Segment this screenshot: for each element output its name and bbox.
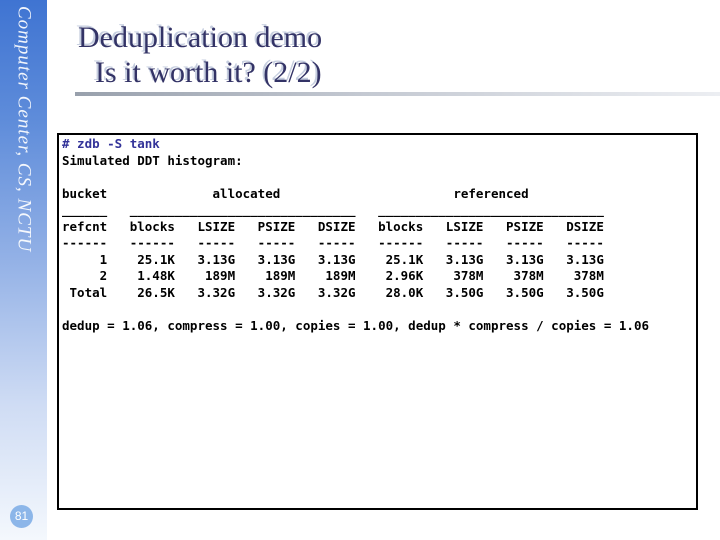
sidebar-vertical-text: Computer Center, CS, NCTU (13, 6, 35, 253)
terminal-command-line: # zdb -S tank (62, 136, 160, 151)
title-line-1: Deduplication demo (78, 21, 323, 54)
title-line-2: Is it worth it? (2/2) (95, 56, 322, 89)
sidebar-gradient-strip: Computer Center, CS, NCTU (0, 0, 47, 540)
page-number-badge: 81 (10, 505, 33, 528)
title-divider (75, 92, 720, 96)
terminal-histogram-output: Simulated DDT histogram: bucket allocate… (62, 152, 649, 333)
terminal-output-box: # zdb -S tank Simulated DDT histogram: b… (57, 133, 698, 510)
terminal-text: # zdb -S tank Simulated DDT histogram: b… (59, 135, 696, 335)
slide-title: Deduplication demo Is it worth it? (2/2) (78, 20, 322, 90)
